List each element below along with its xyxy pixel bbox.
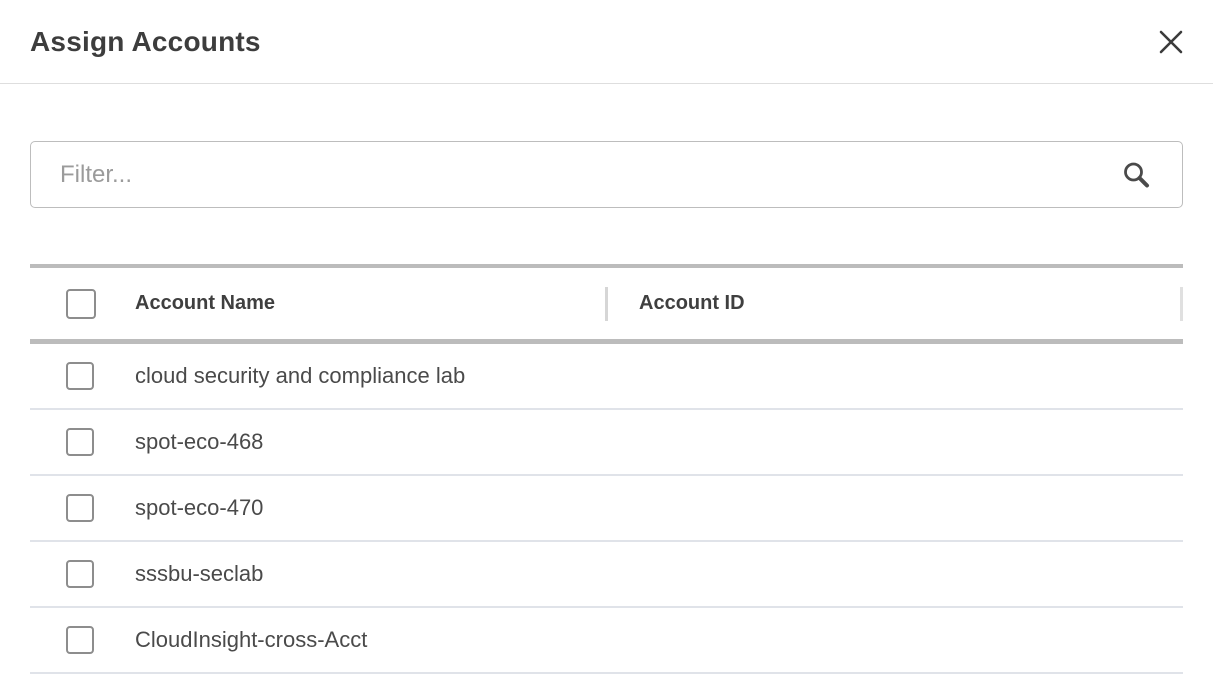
account-name-header: Account Name [135,292,276,314]
header-checkbox-cell [30,288,135,319]
row-checkbox-cell [30,560,135,588]
column-divider-right[interactable] [1180,286,1183,321]
row-account-name-cell: cloud security and compliance lab [135,363,605,389]
filter-input[interactable] [30,141,1183,208]
row-checkbox[interactable] [66,494,94,522]
table-header-row: Account Name Account ID [30,264,1183,344]
row-checkbox[interactable] [66,560,94,588]
close-icon [1158,29,1184,55]
search-icon[interactable] [1121,160,1151,190]
modal-body: Account Name Account ID cloud security a… [0,141,1213,674]
account-id-header: Account ID [639,292,745,314]
table-row[interactable]: cloud security and compliance lab [30,344,1183,410]
row-account-name-cell: CloudInsight-cross-Acct [135,627,605,653]
table-row[interactable]: CloudInsight-cross-Acct [30,608,1183,674]
row-checkbox-cell [30,626,135,654]
table-row[interactable]: spot-eco-468 [30,410,1183,476]
row-checkbox-cell [30,494,135,522]
row-checkbox-cell [30,428,135,456]
account-name-value: sssbu-seclab [135,561,264,586]
select-all-checkbox[interactable] [66,288,96,319]
account-name-value: CloudInsight-cross-Acct [135,627,368,652]
filter-container [30,141,1183,208]
account-name-value: cloud security and compliance lab [135,363,466,388]
accounts-table: Account Name Account ID cloud security a… [30,264,1183,674]
row-account-name-cell: spot-eco-468 [135,429,605,455]
close-button[interactable] [1153,24,1189,60]
row-checkbox-cell [30,362,135,390]
column-divider[interactable] [605,286,608,321]
row-checkbox[interactable] [66,428,94,456]
header-account-id-cell: Account ID [608,292,1180,315]
account-name-value: spot-eco-468 [135,429,264,454]
modal-title: Assign Accounts [30,25,261,57]
row-checkbox[interactable] [66,626,94,654]
header-account-name-cell: Account Name [135,292,605,315]
account-name-value: spot-eco-470 [135,495,264,520]
row-account-name-cell: sssbu-seclab [135,561,605,587]
table-body: cloud security and compliance lab spot-e… [30,344,1183,674]
table-row[interactable]: sssbu-seclab [30,542,1183,608]
row-checkbox[interactable] [66,362,94,390]
table-row[interactable]: spot-eco-470 [30,476,1183,542]
row-account-name-cell: spot-eco-470 [135,495,605,521]
modal-header: Assign Accounts [0,0,1213,84]
